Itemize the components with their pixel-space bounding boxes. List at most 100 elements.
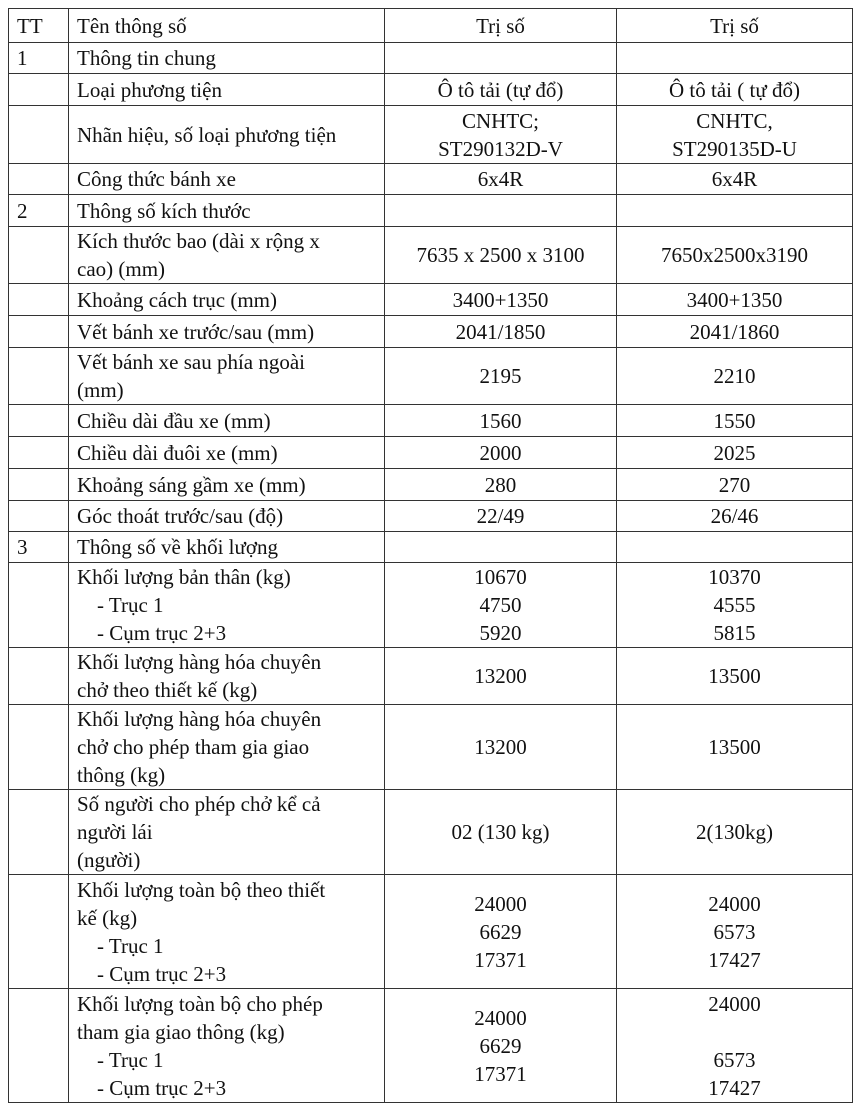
row-number	[8, 500, 69, 532]
row-number	[8, 226, 69, 284]
table-row: Khối lượng bản thân (kg) - Trục 1 - Cụm tr…	[8, 562, 853, 648]
value-1-line: CNHTC;	[461, 108, 539, 133]
value-1-cell: CNHTC; ST290132D-V	[384, 105, 617, 164]
value-2-line: 3400+1350	[686, 287, 783, 312]
value-2-cell: 24000 6573 17427	[616, 988, 853, 1103]
value-1-line: 5920	[479, 621, 522, 645]
row-number	[8, 347, 69, 405]
param-name-line: (mm)	[77, 378, 124, 402]
param-name-cell: Vết bánh xe trước/sau (mm)	[68, 315, 385, 348]
value-2-line: 2(130kg)	[696, 820, 773, 844]
table-row: 3 Thông số về khối lượng	[8, 531, 853, 563]
value-1-cell: 2000	[384, 436, 617, 469]
value-1-line: ST290132D-V	[438, 136, 563, 161]
table-row: Loại phương tiện Ô tô tải (tự đổ) Ô tô tải…	[8, 73, 853, 106]
param-name-line: (người)	[77, 848, 141, 872]
param-name-line: Khối lượng toàn bộ cho phép	[77, 991, 323, 1016]
value-1-cell: 7635 x 2500 x 3100	[384, 226, 617, 284]
param-name-line: Chiều dài đầu xe (mm)	[77, 408, 271, 433]
param-name-cell: Khối lượng hàng hóa chuyên chở cho phép t…	[68, 704, 385, 790]
value-2-cell: 2025	[616, 436, 853, 469]
value-1-line: 1560	[479, 408, 522, 433]
value-2-line: 5815	[713, 621, 756, 645]
row-number	[8, 468, 69, 501]
value-1-line: 2195	[479, 364, 522, 388]
row-number	[8, 436, 69, 469]
table-row: Khối lượng hàng hóa chuyên chở theo thiết…	[8, 647, 853, 705]
value-1-cell: 6x4R	[384, 163, 617, 195]
value-2-line: 2210	[713, 364, 756, 388]
value-2-cell: 26/46	[616, 500, 853, 532]
value-2-cell: 13500	[616, 704, 853, 790]
value-2-cell: CNHTC, ST290135D-U	[616, 105, 853, 164]
param-name-line: Thông số về khối lượng	[77, 535, 278, 559]
param-name-line: kế (kg)	[77, 905, 138, 930]
param-name-line: - Trục 1	[97, 593, 164, 617]
table-row: Số người cho phép chở kể cả người lái (ngư…	[8, 789, 853, 875]
value-1-line: 3400+1350	[452, 287, 549, 312]
value-1-cell	[384, 42, 617, 74]
value-2-line: 2025	[713, 440, 756, 465]
param-name-line: chở theo thiết kế (kg)	[77, 678, 258, 702]
value-2-cell: 1550	[616, 404, 853, 437]
value-1-line: Ô tô tải (tự đổ)	[437, 77, 564, 102]
param-name-line: Khối lượng hàng hóa chuyên	[77, 650, 322, 674]
param-name-line: Số người cho phép chở kể cả	[77, 792, 321, 816]
param-name-cell: Thông số kích thước	[68, 194, 385, 227]
value-2-cell: Ô tô tải ( tự đổ)	[616, 73, 853, 106]
value-2-line: 6573	[713, 1047, 756, 1072]
value-1-line: 7635 x 2500 x 3100	[416, 243, 585, 267]
value-2-line: CNHTC,	[696, 108, 773, 133]
table-row: Chiều dài đầu xe (mm) 1560 1550	[8, 404, 853, 437]
value-1-line: 24000	[474, 891, 527, 916]
row-number: 3	[8, 531, 69, 563]
param-name-line: Khoảng cách trục (mm)	[77, 287, 278, 312]
param-name-cell: Vết bánh xe sau phía ngoài (mm)	[68, 347, 385, 405]
value-2-line: 7650x2500x3190	[661, 243, 808, 267]
table-row: Khối lượng toàn bộ theo thiết kế (kg) - Tr…	[8, 874, 853, 989]
param-name-line: Chiều dài đuôi xe (mm)	[77, 440, 278, 465]
value-1-line: 4750	[479, 593, 522, 617]
param-name-line: - Trục 1	[97, 933, 164, 958]
value-1-line: 2041/1850	[455, 319, 546, 344]
row-number	[8, 283, 69, 316]
param-name-line: Thông số kích thước	[77, 198, 251, 223]
param-name-line: Kích thước bao (dài x rộng x	[77, 229, 320, 253]
value-2-line: 2041/1860	[689, 319, 780, 344]
param-name-cell: Khối lượng toàn bộ cho phép tham gia giao…	[68, 988, 385, 1103]
table-row: Công thức bánh xe 6x4R 6x4R	[8, 163, 853, 195]
param-name-cell: Chiều dài đuôi xe (mm)	[68, 436, 385, 469]
table-row: Khối lượng toàn bộ cho phép tham gia giao…	[8, 988, 853, 1103]
param-name-cell: Khoảng sáng gầm xe (mm)	[68, 468, 385, 501]
row-number	[8, 988, 69, 1103]
param-name-cell: Khoảng cách trục (mm)	[68, 283, 385, 316]
value-1-line: 13200	[474, 664, 527, 688]
param-name-line: Loại phương tiện	[77, 77, 222, 102]
value-2-cell	[616, 194, 853, 227]
value-2-cell: 10370 4555 5815	[616, 562, 853, 648]
row-number	[8, 789, 69, 875]
param-name-line: Khối lượng hàng hóa chuyên	[77, 707, 322, 731]
row-number: 2	[8, 194, 69, 227]
param-name-cell: Nhãn hiệu, số loại phương tiện	[68, 105, 385, 164]
value-2-line: 6x4R	[711, 167, 758, 191]
param-name-line: cao) (mm)	[77, 257, 166, 281]
value-2-line: 10370	[708, 565, 761, 589]
value-2-line: 13500	[708, 735, 761, 759]
table-row: Chiều dài đuôi xe (mm) 2000 2025	[8, 436, 853, 469]
value-1-cell: 24000 6629 17371	[384, 874, 617, 989]
table-row: Góc thoát trước/sau (độ) 22/49 26/46	[8, 500, 853, 532]
row-number	[8, 315, 69, 348]
table-row: Nhãn hiệu, số loại phương tiện CNHTC; ST29…	[8, 105, 853, 164]
param-name-cell: Kích thước bao (dài x rộng x cao) (mm)	[68, 226, 385, 284]
table-row: 1 Thông tin chung	[8, 42, 853, 74]
value-2-cell: 13500	[616, 647, 853, 705]
value-1-cell	[384, 531, 617, 563]
param-name-line: người lái	[77, 820, 153, 844]
row-number	[8, 647, 69, 705]
table-row: 2 Thông số kích thước	[8, 194, 853, 227]
param-name-line: Vết bánh xe sau phía ngoài	[77, 350, 306, 374]
param-name-cell: Thông số về khối lượng	[68, 531, 385, 563]
value-2-cell: 270	[616, 468, 853, 501]
value-2-cell: 2210	[616, 347, 853, 405]
